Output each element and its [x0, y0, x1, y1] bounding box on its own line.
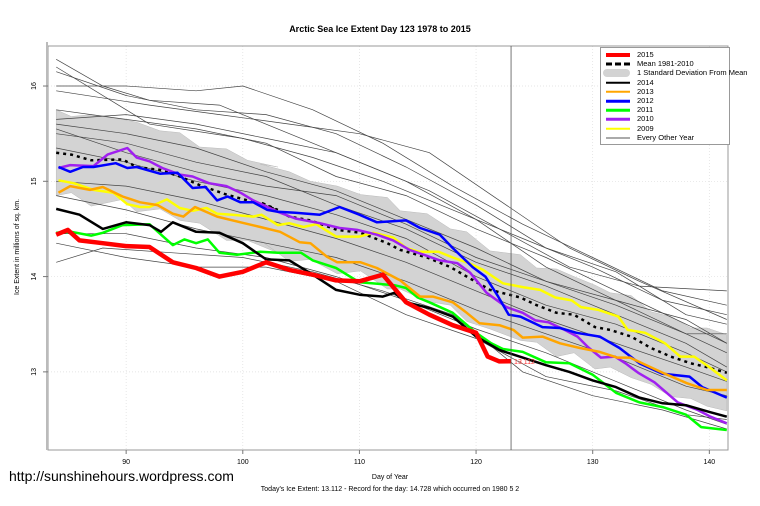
legend-item: 2015	[605, 51, 654, 59]
series-2015-line	[55, 227, 512, 364]
x-tick-label: 90	[122, 459, 130, 466]
axes: 90 100 110 120 130 140 13 14 15 16	[31, 42, 729, 466]
other-year-line	[56, 133, 727, 368]
legend-swatch	[605, 51, 631, 59]
y-tick-label: 13	[31, 368, 38, 376]
other-year-line	[56, 66, 727, 316]
legend-item: Mean 1981-2010	[605, 60, 694, 68]
legend-item: Every Other Year	[605, 132, 695, 142]
legend-item: 2013	[605, 86, 654, 96]
legend-label: 2015	[637, 50, 654, 59]
legend-item: 2012	[605, 97, 654, 105]
legend-swatch	[605, 134, 631, 142]
legend: 2015 Mean 1981-2010 1 Standard Deviation F…	[600, 47, 747, 145]
current-day-marker: 13.112	[510, 46, 535, 450]
other-year-line	[56, 114, 727, 335]
legend-label: 1 Standard Deviation From Mean	[637, 68, 748, 78]
legend-item: 2010	[605, 115, 654, 123]
x-tick-label: 140	[703, 459, 715, 466]
mean-1981-2010-line	[56, 151, 728, 375]
legend-swatch	[605, 60, 631, 68]
highlighted-series	[55, 146, 728, 432]
legend-item: 2011	[605, 106, 653, 114]
y-tick-label: 14	[31, 273, 38, 281]
x-tick-label: 120	[470, 459, 482, 466]
series-2013-line	[57, 184, 727, 392]
legend-swatch	[605, 79, 631, 87]
series-2009-line	[58, 179, 728, 382]
legend-swatch	[605, 88, 631, 96]
legend-swatch	[603, 69, 631, 78]
x-tick-label: 130	[587, 459, 599, 466]
legend-swatch	[605, 125, 631, 133]
series-2014-line	[55, 207, 728, 418]
sd-band-area	[55, 109, 728, 412]
watermark-url: http://sunshinehours.wordpress.com	[9, 468, 234, 484]
legend-label: 2010	[637, 114, 654, 124]
legend-label: 2014	[637, 77, 654, 87]
current-value-label: 13.112	[514, 359, 535, 366]
x-tick-label: 100	[237, 459, 249, 466]
legend-label: Every Other Year	[637, 132, 695, 142]
other-year-line	[56, 85, 727, 306]
other-year-line	[56, 128, 727, 344]
chart-subtitle: Today's Ice Extent: 13.112 - Record for …	[260, 486, 520, 493]
y-tick-label: 15	[31, 177, 38, 185]
legend-item: 2009	[605, 123, 654, 133]
legend-swatch	[605, 106, 631, 114]
legend-label: 2009	[637, 123, 654, 133]
y-axis-label: Ice Extent in millions of sq. km.	[14, 198, 21, 296]
sd-band	[55, 109, 728, 412]
legend-label: 2013	[637, 86, 654, 96]
other-year-line	[56, 247, 727, 430]
series-2012-line	[58, 161, 728, 399]
mean-line	[56, 151, 728, 375]
legend-label: 2012	[637, 96, 654, 105]
x-tick-label: 110	[354, 459, 365, 466]
chart-title: Arctic Sea Ice Extent Day 123 1978 to 20…	[289, 24, 471, 34]
other-year-line	[56, 90, 727, 320]
other-year-line	[56, 109, 727, 344]
other-year-line	[56, 71, 727, 325]
legend-item: 2014	[605, 77, 654, 87]
y-tick-label: 16	[31, 82, 38, 90]
legend-item: 1 Standard Deviation From Mean	[603, 68, 748, 78]
legend-swatch	[605, 115, 631, 123]
legend-swatch	[605, 97, 631, 105]
other-year-line	[56, 180, 727, 382]
legend-label: Mean 1981-2010	[637, 59, 694, 69]
legend-label: 2011	[637, 105, 654, 115]
x-axis-label: Day of Year	[371, 474, 409, 481]
